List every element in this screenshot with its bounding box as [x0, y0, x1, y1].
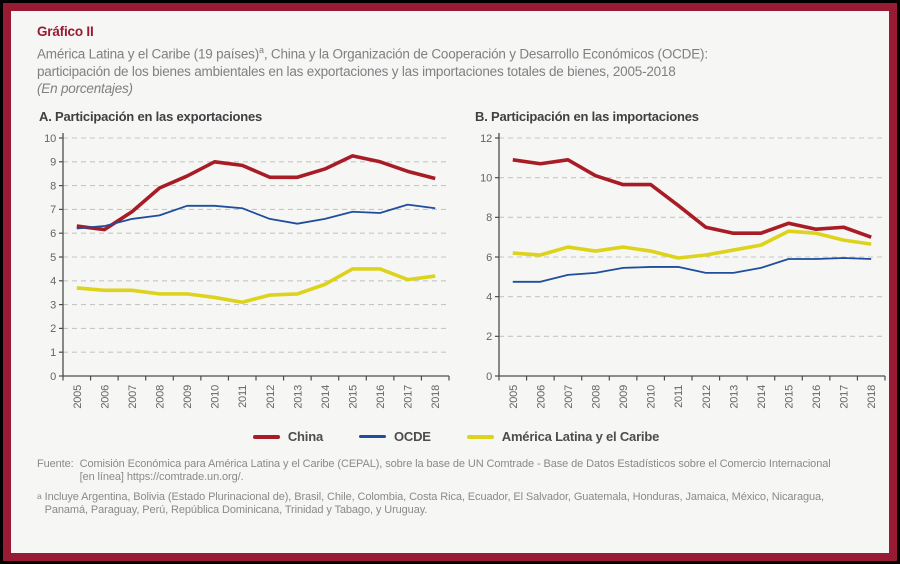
svg-text:2013: 2013 — [728, 384, 740, 408]
series-line-china — [76, 153, 436, 231]
source-label: Fuente: — [37, 457, 74, 470]
chart-legend: China OCDE América Latina y el Caribe — [37, 426, 875, 448]
axes — [498, 132, 885, 377]
source-line2: [en línea] https://comtrade.un.org/. — [79, 471, 244, 483]
svg-text:8: 8 — [486, 212, 492, 224]
series-line-am-rica-latina-y-el-caribe — [76, 266, 436, 304]
svg-text:0: 0 — [486, 370, 492, 382]
legend-swatch-alc — [466, 434, 494, 439]
svg-text:2006: 2006 — [99, 384, 111, 408]
series-line-ocde — [512, 256, 872, 283]
x-axis-labels: 2005 2006 2007 2008 2009 2010 2011 2012 2013 2014… — [72, 384, 442, 408]
svg-text:9: 9 — [50, 156, 56, 168]
source-row: Fuente: Comisión Económica para América … — [37, 458, 875, 485]
svg-text:2008: 2008 — [155, 384, 167, 408]
svg-text:12: 12 — [480, 132, 492, 144]
svg-text:2017: 2017 — [839, 384, 851, 408]
svg-text:4: 4 — [50, 275, 56, 287]
svg-text:2: 2 — [486, 331, 492, 343]
chart-footer: Fuente: Comisión Económica para América … — [37, 458, 875, 518]
svg-text:2005: 2005 — [508, 384, 520, 408]
x-axis-ticks — [62, 375, 450, 380]
svg-text:2016: 2016 — [811, 384, 823, 408]
legend-label-ocde: OCDE — [393, 429, 431, 444]
title-footnote-marker: a — [259, 45, 264, 55]
svg-text:3: 3 — [50, 299, 56, 311]
legend-item-alc: América Latina y el Caribe — [466, 429, 660, 444]
svg-text:2014: 2014 — [320, 384, 332, 408]
report-page: Gráfico II América Latina y el Caribe (1… — [11, 11, 889, 553]
y-axis-labels: 0 2 4 6 8 10 12 — [480, 132, 499, 382]
svg-text:0: 0 — [50, 370, 56, 382]
footnote-line1: Incluye Argentina, Bolivia (Estado Pluri… — [44, 490, 824, 503]
svg-text:2007: 2007 — [563, 384, 575, 408]
svg-text:2011: 2011 — [673, 384, 685, 407]
svg-text:1: 1 — [50, 347, 56, 359]
footnote-row: a Incluye Argentina, Bolivia (Estado Plu… — [37, 491, 875, 518]
legend-swatch-china — [252, 434, 280, 439]
x-axis-ticks — [498, 375, 886, 380]
legend-label-china: China — [287, 429, 323, 444]
legend-swatch-ocde — [358, 435, 386, 438]
chart-title-imports: B. Participación en las importaciones — [475, 108, 699, 124]
y-gridlines — [63, 136, 449, 353]
chart-header: Gráfico II América Latina y el Caribe (1… — [37, 24, 875, 96]
svg-text:2014: 2014 — [756, 384, 768, 408]
series-line-am-rica-latina-y-el-caribe — [512, 228, 872, 260]
chart-panel-imports: B. Participación en las importaciones 0 2… — [473, 109, 893, 424]
svg-text:2012: 2012 — [701, 384, 713, 408]
svg-text:2013: 2013 — [292, 384, 304, 408]
title-part2: , China y la Organización de Cooperación… — [263, 46, 708, 62]
svg-text:10: 10 — [480, 172, 492, 184]
svg-text:10: 10 — [44, 132, 56, 144]
svg-text:2016: 2016 — [375, 384, 387, 408]
svg-text:2018: 2018 — [430, 384, 442, 408]
svg-text:2011: 2011 — [237, 384, 249, 407]
svg-text:2012: 2012 — [265, 384, 277, 408]
y-axis-labels: 0 1 2 3 4 5 6 7 8 9 10 — [44, 132, 63, 382]
series-line-china — [512, 157, 872, 239]
line-chart-exports: 0 1 2 3 4 5 6 7 8 9 10 2005 2006 2007 2008 2009 2010 2011… — [44, 132, 450, 408]
chart-title-exports: A. Participación en las exportaciones — [39, 108, 263, 124]
svg-text:2005: 2005 — [72, 384, 84, 408]
footnote-line2: Panamá, Paraguay, Perú, República Domini… — [44, 504, 428, 516]
svg-text:2006: 2006 — [535, 384, 547, 408]
footnote-text: Incluye Argentina, Bolivia (Estado Pluri… — [45, 491, 875, 518]
legend-item-china: China — [252, 429, 323, 444]
series-line-ocde — [76, 203, 436, 229]
source-text: Comisión Económica para América Latina y… — [80, 458, 875, 485]
title-part1: América Latina y el Caribe (19 países) — [37, 46, 260, 62]
svg-text:2010: 2010 — [646, 384, 658, 408]
charts-row: A. Participación en las exportaciones 0 1… — [37, 109, 886, 424]
svg-text:2007: 2007 — [127, 384, 139, 408]
svg-text:2009: 2009 — [618, 384, 630, 408]
svg-text:4: 4 — [486, 291, 492, 303]
svg-text:8: 8 — [50, 180, 56, 192]
maroon-frame: Gráfico II América Latina y el Caribe (1… — [3, 3, 897, 561]
svg-text:6: 6 — [50, 228, 56, 240]
svg-text:2017: 2017 — [403, 384, 415, 408]
line-chart-imports: 0 2 4 6 8 10 12 2005 2006 2007 2008 2009 2010 2011 201… — [480, 132, 886, 408]
svg-text:2008: 2008 — [591, 384, 603, 408]
svg-text:7: 7 — [50, 204, 56, 216]
unit-note: (En porcentajes) — [37, 80, 133, 96]
svg-text:2: 2 — [50, 323, 56, 335]
legend-label-alc: América Latina y el Caribe — [501, 429, 660, 444]
title-line2: participación de los bienes ambientales … — [37, 63, 676, 79]
chart-panel-exports: A. Participación en las exportaciones 0 1… — [37, 109, 457, 424]
svg-text:2018: 2018 — [866, 384, 878, 408]
footnote-marker: a — [37, 490, 42, 501]
chart-main-title: América Latina y el Caribe (19 países)a,… — [37, 42, 875, 80]
svg-text:2015: 2015 — [784, 384, 796, 408]
svg-text:6: 6 — [486, 251, 492, 263]
graphic-number-label: Gráfico II — [37, 24, 94, 39]
svg-text:2010: 2010 — [210, 384, 222, 408]
svg-text:2015: 2015 — [348, 384, 360, 408]
svg-text:2009: 2009 — [182, 384, 194, 408]
source-line1: Comisión Económica para América Latina y… — [79, 457, 831, 470]
legend-item-ocde: OCDE — [358, 429, 431, 444]
svg-text:5: 5 — [50, 251, 56, 263]
x-axis-labels: 2005 2006 2007 2008 2009 2010 2011 2012 2013 2014… — [508, 384, 878, 408]
